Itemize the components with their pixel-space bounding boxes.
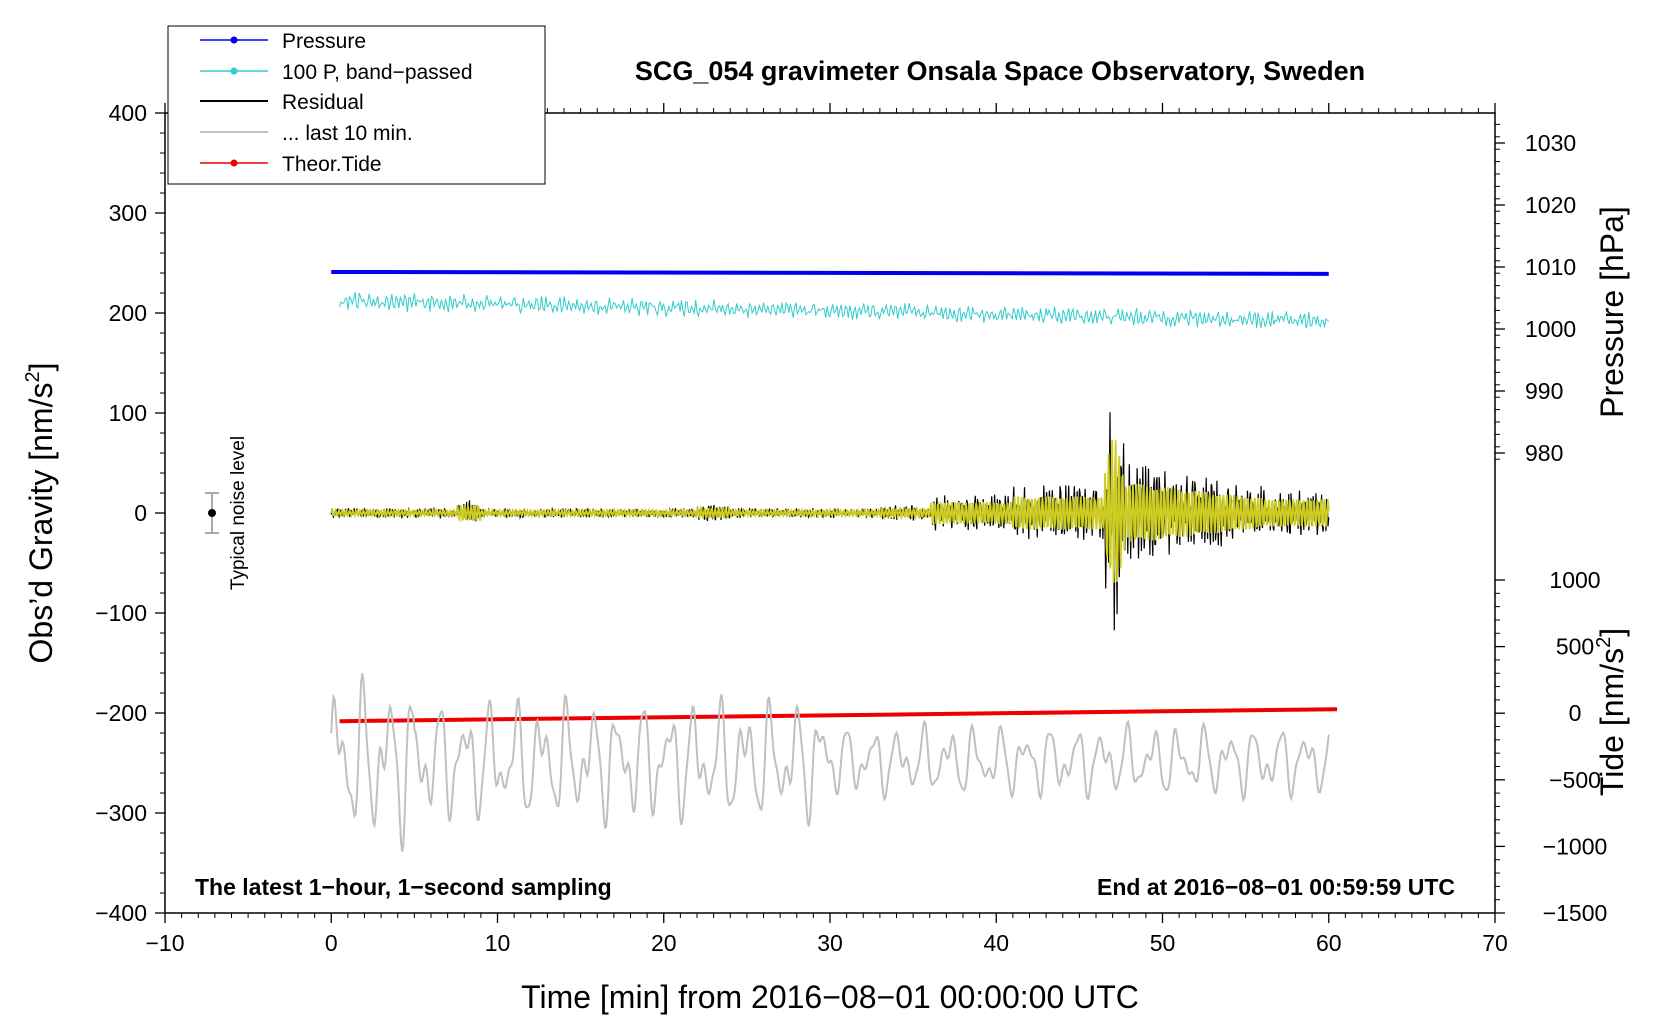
legend-entry-pressure: Pressure xyxy=(200,30,366,53)
x-tick-label: 10 xyxy=(485,930,511,956)
x-tick-label: 30 xyxy=(817,930,843,956)
y-tick-label: 0 xyxy=(134,500,147,526)
x-tick-label: 50 xyxy=(1150,930,1176,956)
x-tick-label: 40 xyxy=(983,930,1009,956)
tide-tick-label: 500 xyxy=(1556,634,1594,660)
series-last10-line xyxy=(330,672,1330,852)
annotation-left: The latest 1−hour, 1−second sampling xyxy=(195,874,612,900)
series-layer xyxy=(330,269,1338,852)
legend-label-bandpassed: 100 P, band−passed xyxy=(282,61,473,84)
tide-tick-label: −1000 xyxy=(1543,833,1608,859)
x-tick-label: 70 xyxy=(1482,930,1508,956)
chart-title: SCG_054 gravimeter Onsala Space Observat… xyxy=(635,56,1365,86)
legend-entry-bandpassed: 100 P, band−passed xyxy=(200,61,473,84)
annotation-right: End at 2016−08−01 00:59:59 UTC xyxy=(1097,874,1455,900)
tide-tick-label: −500 xyxy=(1549,767,1601,793)
y-tick-label: 200 xyxy=(109,300,147,326)
pressure-tick-label: 1010 xyxy=(1525,254,1576,280)
y-axis-label-pressure: Pressure [hPa] xyxy=(1594,206,1630,418)
y-tick-label: −400 xyxy=(95,900,147,926)
tick-group: −10 0 10 20 30 40 50 60 704003002001000−100−200−… xyxy=(95,100,1607,956)
tide-tick-label: −1500 xyxy=(1543,900,1608,926)
y-tick-label: −200 xyxy=(95,700,147,726)
pressure-tick-label: 980 xyxy=(1525,440,1563,466)
series-bandpassed-line xyxy=(339,291,1330,329)
x-tick-label: 0 xyxy=(325,930,338,956)
legend-label-tide: Theor.Tide xyxy=(282,153,382,176)
pressure-tick-label: 1020 xyxy=(1525,192,1576,218)
tide-tick-label: 0 xyxy=(1569,700,1582,726)
x-tick-label: 20 xyxy=(651,930,677,956)
pressure-tick-label: 990 xyxy=(1525,378,1563,404)
pressure-tick-label: 1000 xyxy=(1525,316,1576,342)
pressure-tick-label: 1030 xyxy=(1525,130,1576,156)
noise-level-bar xyxy=(205,492,219,534)
legend-entry-tide: Theor.Tide xyxy=(200,153,382,176)
y-tick-label: 100 xyxy=(109,400,147,426)
legend-label-pressure: Pressure xyxy=(282,30,366,53)
tide-tick-label: 1000 xyxy=(1549,567,1600,593)
y-axis-label-tide: Tide [nm/s2] xyxy=(1593,628,1630,796)
legend-box xyxy=(167,25,546,185)
y-tick-label: −300 xyxy=(95,800,147,826)
legend: Pressure 100 P, band−passed Residual ...… xyxy=(167,25,546,185)
y-tick-label: −100 xyxy=(95,600,147,626)
y-tick-label: 300 xyxy=(109,200,147,226)
legend-entry-residual: Residual xyxy=(200,91,364,114)
legend-label-last10: ... last 10 min. xyxy=(282,122,413,145)
noise-level-label: Typical noise level xyxy=(228,436,249,590)
x-tick-label: 60 xyxy=(1316,930,1342,956)
series-tide-line xyxy=(339,707,1338,724)
legend-label-residual: Residual xyxy=(282,91,364,114)
y-axis-label-left: Obs’d Gravity [nm/s2] xyxy=(22,363,59,664)
x-axis-label: Time [min] from 2016−08−01 00:00:00 UTC xyxy=(521,979,1139,1015)
y-tick-label: 400 xyxy=(109,100,147,126)
series-residual-filtered-line xyxy=(330,439,1330,583)
x-tick-label: −10 xyxy=(145,930,184,956)
series-pressure-line xyxy=(331,269,1329,276)
legend-entry-last10: ... last 10 min. xyxy=(200,122,413,145)
